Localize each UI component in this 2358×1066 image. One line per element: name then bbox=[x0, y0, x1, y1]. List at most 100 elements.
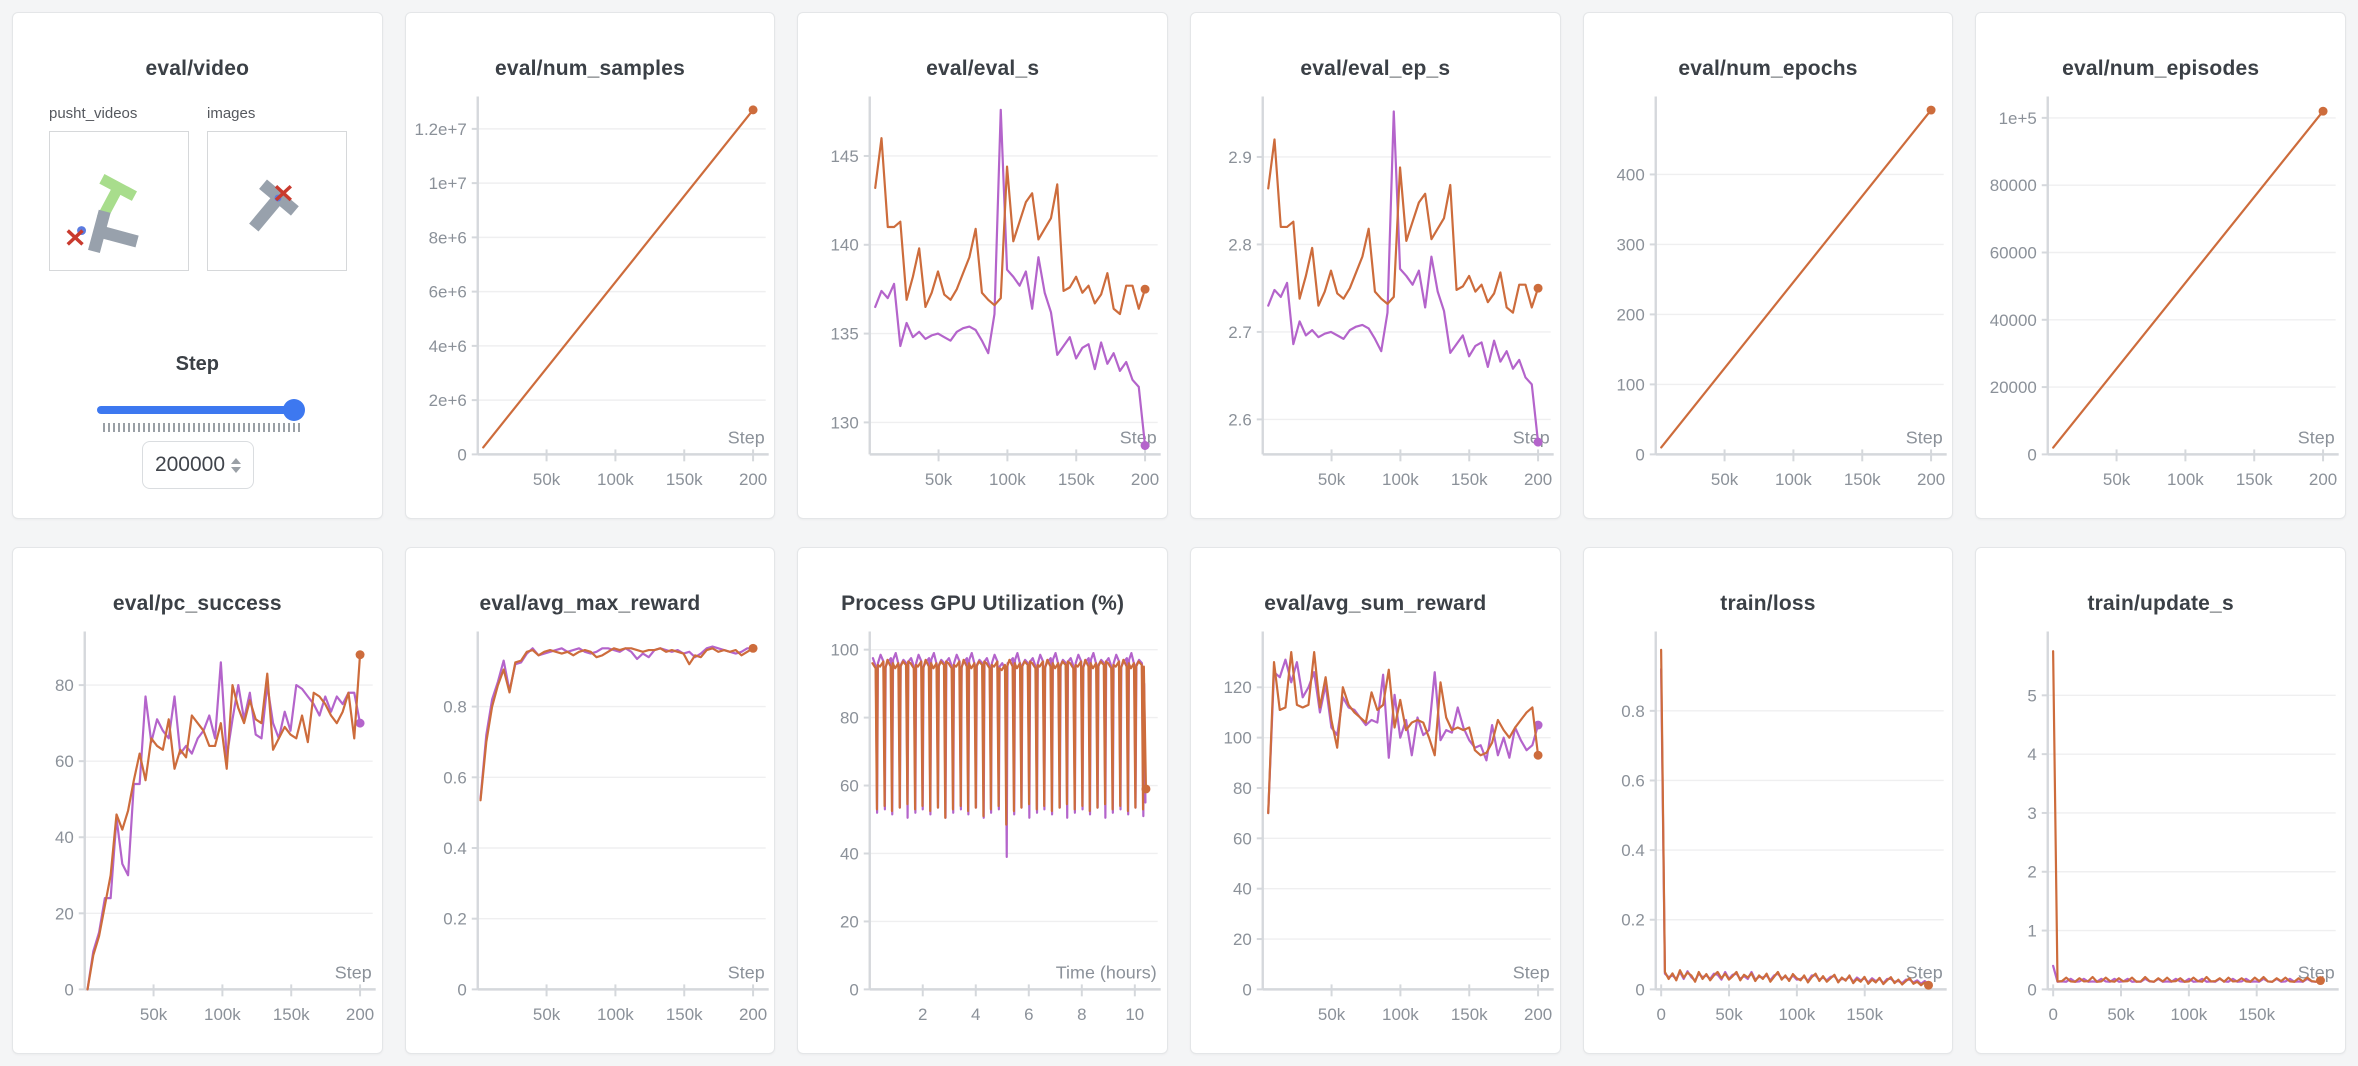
panel-title: train/update_s bbox=[2087, 592, 2234, 615]
chart-eval-eval-ep-s: 2.6 2.7 2.8 2.9 50k 100k 150k 200 Step bbox=[1228, 96, 1554, 489]
pusht-scene-video bbox=[66, 174, 139, 254]
video-thumbnail-pusht[interactable] bbox=[49, 131, 189, 271]
y-tick-label: 4e+6 bbox=[428, 337, 466, 356]
y-tick-label: 80 bbox=[840, 709, 859, 728]
y-tick-label: 0.8 bbox=[1621, 702, 1645, 721]
image-thumbnail[interactable] bbox=[207, 131, 347, 271]
x-tick-label: 50k bbox=[533, 470, 561, 489]
x-tick-label: 100k bbox=[989, 470, 1026, 489]
panel-eval-num-episodes: eval/num_episodes 0 20000 40000 60000 80000 1… bbox=[1975, 12, 2346, 519]
y-tick-label: 60 bbox=[55, 752, 74, 771]
x-tick-label: 8 bbox=[1077, 1005, 1086, 1024]
y-tick-label: 2.8 bbox=[1228, 235, 1252, 254]
x-tick-label: 100k bbox=[1382, 1005, 1419, 1024]
series-line-orange bbox=[1267, 138, 1540, 314]
x-tick-label: 150k bbox=[1844, 470, 1881, 489]
panel-eval-avg-max-reward: eval/avg_max_reward 0 0.2 0.4 0.6 0.8 50k 100k… bbox=[404, 547, 776, 1054]
series-line-purple bbox=[1659, 667, 1930, 986]
y-tick-label: 0.4 bbox=[443, 839, 467, 858]
slider-track[interactable] bbox=[97, 406, 301, 414]
series-endpoint-dot-orange bbox=[748, 105, 758, 115]
panel-eval-eval-s: eval/eval_s 130 135 140 145 50k 100k 150k 200 St… bbox=[797, 12, 1168, 519]
series-line-orange bbox=[2052, 650, 2322, 983]
x-tick-label: 50k bbox=[2103, 470, 2131, 489]
green-t-block bbox=[97, 174, 137, 221]
y-tick-label: 0 bbox=[1635, 980, 1644, 999]
y-tick-label: 130 bbox=[831, 413, 859, 432]
x-tick-label: 50k bbox=[925, 470, 953, 489]
panel-title: train/loss bbox=[1720, 592, 1816, 615]
y-tick-label: 100 bbox=[1224, 729, 1252, 748]
panel-title: eval/avg_max_reward bbox=[479, 592, 701, 615]
y-tick-label: 0 bbox=[2028, 980, 2037, 999]
x-tick-label: 50k bbox=[1318, 1005, 1346, 1024]
x-axis-title: Step bbox=[2298, 427, 2335, 447]
y-tick-label: 0.2 bbox=[443, 910, 467, 929]
y-tick-label: 0.6 bbox=[443, 768, 467, 787]
y-tick-label: 2.9 bbox=[1228, 148, 1252, 167]
panel-eval-pc-success: eval/pc_success 0 20 40 60 80 50k 100k 150k 200 S… bbox=[12, 547, 383, 1054]
slider-knob[interactable] bbox=[283, 399, 305, 421]
media-item-images: images bbox=[207, 105, 347, 271]
goal-cross bbox=[274, 184, 292, 202]
chart-eval-avg-max-reward: 0 0.2 0.4 0.6 0.8 50k 100k 150k 200 Step bbox=[443, 631, 769, 1024]
series-line-purple bbox=[1267, 658, 1540, 815]
panel-eval-eval-ep-s: eval/eval_ep_s 2.6 2.7 2.8 2.9 50k 100k 150k 20… bbox=[1189, 12, 1561, 519]
series-endpoint-dot-orange bbox=[1141, 784, 1151, 794]
panel-eval-avg-sum-reward: eval/avg_sum_reward 0 20 40 60 80 100 120 50k 10… bbox=[1189, 547, 1561, 1054]
y-tick-label: 0 bbox=[2028, 445, 2037, 464]
series-endpoint-dot-purple bbox=[1533, 437, 1543, 447]
x-tick-label: 150k bbox=[2239, 1005, 2276, 1024]
series-line-orange bbox=[481, 108, 754, 449]
y-tick-label: 6e+6 bbox=[428, 283, 466, 302]
step-value-input[interactable]: 200000 bbox=[142, 441, 254, 489]
y-tick-label: 80000 bbox=[1990, 176, 2037, 195]
x-tick-label: 150k bbox=[1058, 470, 1095, 489]
chart-eval-avg-sum-reward: 0 20 40 60 80 100 120 50k 100k 150k 200 Step bbox=[1224, 631, 1554, 1024]
pusht-scene-image bbox=[249, 179, 299, 232]
step-steppers bbox=[231, 457, 242, 473]
series-line-orange bbox=[874, 137, 1147, 316]
stepper-down-icon[interactable] bbox=[231, 466, 242, 473]
series-line-orange bbox=[2052, 110, 2325, 449]
panel-eval-video: eval/video pusht_videos images bbox=[12, 12, 383, 519]
y-tick-label: 2e+6 bbox=[428, 391, 466, 410]
series-endpoint-dot-orange bbox=[355, 650, 365, 660]
y-tick-label: 0.2 bbox=[1621, 911, 1645, 930]
x-tick-label: 100k bbox=[1382, 470, 1419, 489]
x-tick-label: 150k bbox=[2236, 470, 2273, 489]
x-tick-label: 100k bbox=[597, 1005, 634, 1024]
y-tick-label: 200 bbox=[1616, 305, 1644, 324]
y-tick-label: 40 bbox=[840, 844, 859, 863]
panel-title: eval/num_epochs bbox=[1678, 57, 1858, 80]
series-line-purple bbox=[1267, 110, 1540, 444]
y-tick-label: 20000 bbox=[1990, 378, 2037, 397]
y-tick-label: 80 bbox=[55, 676, 74, 695]
y-tick-label: 2.7 bbox=[1228, 323, 1252, 342]
step-slider-label: Step bbox=[175, 353, 219, 375]
x-axis-title: Step bbox=[727, 962, 764, 982]
series-line-orange bbox=[479, 647, 754, 802]
x-tick-label: 200 bbox=[739, 470, 767, 489]
y-tick-label: 20 bbox=[1233, 930, 1252, 949]
x-axis-title: Step bbox=[1905, 962, 1942, 982]
chart-eval-num-samples: 0 2e+6 4e+6 6e+6 8e+6 1e+7 1.2e+7 50k 100k 150k 20… bbox=[414, 96, 769, 489]
x-tick-label: 200 bbox=[346, 1005, 374, 1024]
x-tick-label: 200 bbox=[2309, 470, 2337, 489]
x-tick-label: 50k bbox=[2108, 1005, 2136, 1024]
x-tick-label: 200 bbox=[1524, 1005, 1552, 1024]
x-axis-title: Step bbox=[335, 962, 372, 982]
series-endpoint-dot-orange bbox=[748, 643, 758, 653]
x-axis-title: Step bbox=[1905, 427, 1942, 447]
step-slider[interactable] bbox=[97, 399, 305, 421]
stepper-up-icon[interactable] bbox=[231, 457, 242, 464]
x-tick-label: 100k bbox=[204, 1005, 241, 1024]
series-line-purple bbox=[874, 108, 1147, 447]
x-tick-label: 100k bbox=[1775, 470, 1812, 489]
chart-eval-num-episodes: 0 20000 40000 60000 80000 1e+5 50k 100k 150k 200 S… bbox=[1990, 96, 2340, 489]
series-endpoint-dot-purple bbox=[1533, 720, 1543, 730]
step-value: 200000 bbox=[154, 453, 226, 476]
y-tick-label: 20 bbox=[55, 904, 74, 923]
y-tick-label: 5 bbox=[2028, 686, 2037, 705]
